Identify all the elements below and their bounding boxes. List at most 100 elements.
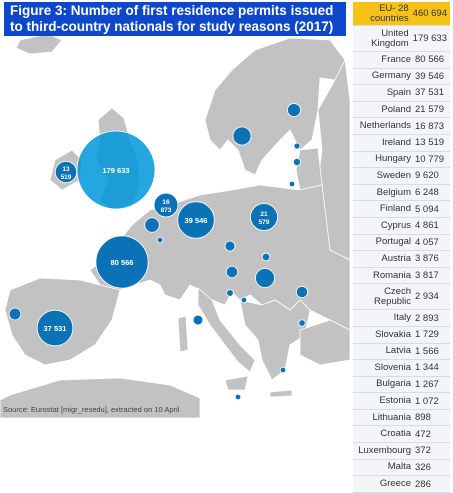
bubble-france (95, 235, 149, 289)
legend-value: 4 861 (415, 220, 439, 232)
legend-value: 286 (415, 478, 431, 490)
legend-country: Belgium (376, 186, 411, 198)
legend-value: 4 057 (415, 236, 439, 248)
legend-value: 1 566 (415, 345, 439, 357)
legend-value: 1 729 (415, 329, 439, 341)
legend-row: United Kingdom 179 633 (353, 26, 450, 52)
legend-row: Cyprus 4 861 (353, 217, 450, 235)
bubble-label: 39 546 (185, 216, 208, 225)
legend-value: 460 694 (412, 8, 447, 19)
legend-country: Slovenia (374, 361, 411, 373)
legend-row: Italy 2 893 (353, 310, 450, 327)
bubble-label: 13 (62, 166, 70, 173)
legend-value: 1 267 (415, 378, 439, 390)
legend-value: 80 566 (415, 54, 445, 66)
legend-value: 372 (415, 445, 431, 457)
bubble-malta (234, 393, 242, 401)
legend-value: 13 519 (415, 137, 445, 149)
legend-row: Slovenia 1 344 (353, 360, 450, 377)
legend-row: Sweden 9 620 (353, 168, 450, 185)
bubble-bulgaria (298, 319, 306, 327)
bubble-germany (177, 201, 215, 239)
legend-row: Czech Republic 2 934 (353, 284, 450, 311)
title-line-2: to third-country nationals for study rea… (10, 19, 334, 34)
legend-value: 37 531 (415, 87, 445, 99)
legend-row: EU- 28 countries 460 694 (353, 2, 450, 26)
legend-row: Austria 3 876 (353, 251, 450, 268)
legend-country: Estonia (379, 395, 411, 407)
legend-value: 2 934 (415, 291, 439, 303)
bubble-poland (250, 203, 278, 231)
bubble-label: 179 633 (102, 166, 129, 175)
bubble-label: 37 531 (44, 324, 67, 333)
bubble-spain (36, 309, 74, 347)
bubble-croatia (240, 296, 248, 304)
legend-row: France 80 566 (353, 52, 450, 69)
legend-country: Portugal (375, 236, 411, 248)
legend-value: 326 (415, 461, 431, 473)
legend-value: 5 094 (415, 203, 439, 215)
bubble-label: 16 (162, 199, 170, 206)
legend-country: Poland (381, 103, 411, 115)
legend-row: Hungary 10 779 (353, 151, 450, 169)
legend-row: Netherlands 16 873 (353, 118, 450, 135)
legend-row: Latvia 1 566 (353, 343, 450, 361)
legend-row: Poland 21 579 (353, 101, 450, 119)
legend-country: Croatia (380, 428, 411, 440)
legend-value: 179 633 (412, 33, 447, 44)
legend-value: 39 546 (415, 70, 445, 82)
legend-country: Cyprus (380, 219, 411, 231)
legend-value: 9 620 (415, 170, 439, 182)
legend-country: Sweden (376, 169, 411, 181)
legend-country: Netherlands (359, 120, 411, 132)
bubble-slovenia (226, 289, 234, 297)
legend-country: Italy (393, 312, 411, 324)
legend-row: Greece 286 (353, 476, 450, 493)
legend-country: Slovakia (375, 328, 411, 340)
legend-row: Germany 39 546 (353, 68, 450, 86)
legend-country: France (381, 53, 411, 65)
bubble-greece (279, 366, 287, 374)
bubble-slovakia (261, 252, 271, 262)
bubble-netherlands (153, 192, 179, 218)
legend-country: Germany (371, 70, 411, 82)
legend-country: Finland (379, 203, 411, 215)
title-line-1: Figure 3: Number of first residence perm… (10, 3, 334, 18)
bubble-lithuania (288, 180, 296, 188)
legend-value: 3 817 (415, 270, 439, 282)
legend-value: 6 248 (415, 187, 439, 199)
legend-country: Bulgaria (376, 378, 411, 390)
bubble-label: 873 (161, 207, 172, 214)
legend-row: Bulgaria 1 267 (353, 376, 450, 394)
legend-country: Luxembourg (358, 444, 411, 456)
legend-row: Spain 37 531 (353, 85, 450, 102)
bubble-luxembourg (156, 236, 164, 244)
legend-value: 2 893 (415, 312, 439, 324)
bubble-hungary (255, 268, 275, 288)
legend-row: Belgium 6 248 (353, 184, 450, 202)
legend-value: 10 779 (415, 153, 445, 165)
legend-value: 21 579 (415, 104, 445, 116)
bubble-united-kingdom (76, 130, 156, 210)
legend-country: Malta (387, 461, 411, 473)
figure-title: Figure 3: Number of first residence perm… (4, 2, 346, 36)
bubble-label: 579 (259, 219, 270, 226)
land-masses (0, 33, 351, 418)
legend-country: Ireland (381, 136, 411, 148)
legend-value: 3 876 (415, 253, 439, 265)
legend-row: Croatia 472 (353, 426, 450, 444)
bubble-czech-republic (224, 240, 236, 252)
legend-country: Spain (386, 86, 411, 98)
bubble-ireland (54, 160, 78, 184)
legend-country: EU- 28 countries (370, 2, 409, 24)
legend-country: Greece (379, 478, 411, 490)
bubble-latvia (292, 157, 302, 167)
source-note: Source: Eurostat [migr_resedu], extracte… (3, 405, 180, 414)
legend-value: 16 873 (415, 120, 445, 132)
legend-value: 1 072 (415, 395, 439, 407)
legend-row: Malta 326 (353, 459, 450, 477)
bubble-italy (192, 314, 204, 326)
legend-row: Estonia 1 072 (353, 393, 450, 410)
bubble-sweden (232, 126, 252, 146)
